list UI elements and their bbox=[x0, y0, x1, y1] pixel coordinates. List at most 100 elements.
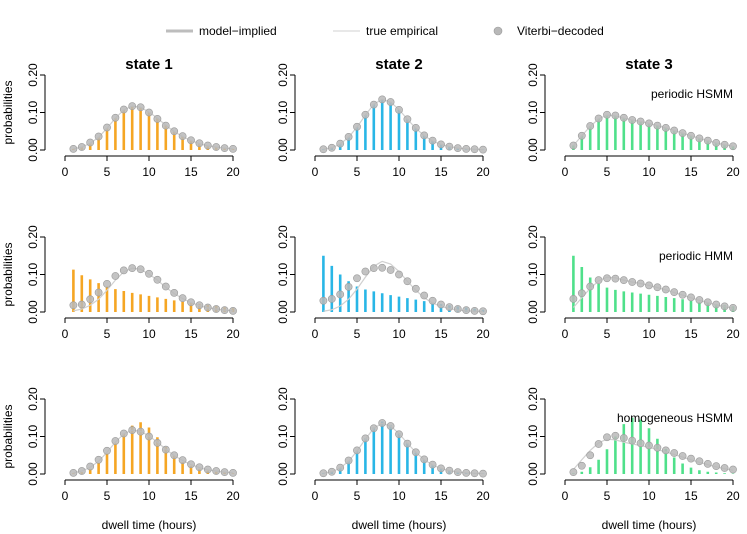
y-tick-label: 0.20 bbox=[276, 225, 290, 249]
viterbi-point bbox=[713, 463, 720, 470]
x-tick-label: 20 bbox=[226, 489, 240, 503]
viterbi-point bbox=[70, 469, 77, 476]
viterbi-point bbox=[221, 469, 228, 476]
viterbi-point bbox=[603, 434, 610, 441]
viterbi-point bbox=[704, 299, 711, 306]
viterbi-point bbox=[337, 291, 344, 298]
viterbi-point bbox=[463, 469, 470, 476]
viterbi-point bbox=[395, 106, 402, 113]
viterbi-point bbox=[78, 467, 85, 474]
viterbi-point bbox=[612, 275, 619, 282]
viterbi-point bbox=[345, 133, 352, 140]
panel-2-3: 0 5 10 15 20 0.00 0.10 0.20 periodic HMM bbox=[526, 225, 740, 341]
viterbi-point bbox=[454, 305, 461, 312]
viterbi-point bbox=[654, 122, 661, 129]
x-tick-label: 5 bbox=[104, 489, 111, 503]
x-tick-label: 5 bbox=[604, 327, 611, 341]
viterbi-point bbox=[187, 461, 194, 468]
viterbi-point bbox=[595, 440, 602, 447]
panel-2-2: 0 5 10 15 20 0.00 0.10 0.20 bbox=[276, 225, 490, 341]
x-tick-label: 10 bbox=[142, 489, 156, 503]
viterbi-point bbox=[637, 280, 644, 287]
viterbi-point bbox=[196, 464, 203, 471]
x-tick-label: 0 bbox=[562, 327, 569, 341]
x-tick-label: 20 bbox=[476, 165, 490, 179]
viterbi-point bbox=[229, 145, 236, 152]
y-axis-label: probabilities bbox=[1, 242, 15, 306]
y-tick-label: 0.00 bbox=[276, 300, 290, 324]
viterbi-point bbox=[328, 295, 335, 302]
y-tick-label: 0.20 bbox=[26, 225, 40, 249]
viterbi-point bbox=[120, 267, 127, 274]
y-tick-label: 0.10 bbox=[26, 100, 40, 124]
viterbi-point bbox=[362, 268, 369, 275]
panel-3-2: 0 5 10 15 20 0.00 0.10 0.20 dwell time (hours) bbox=[276, 387, 490, 532]
y-tick-label: 0.00 bbox=[26, 138, 40, 162]
viterbi-point bbox=[120, 430, 127, 437]
viterbi-point bbox=[129, 427, 136, 434]
viterbi-point bbox=[696, 135, 703, 142]
viterbi-point bbox=[320, 146, 327, 153]
y-tick-label: 0.00 bbox=[526, 300, 540, 324]
viterbi-point bbox=[620, 114, 627, 121]
viterbi-point bbox=[187, 299, 194, 306]
x-tick-label: 20 bbox=[226, 165, 240, 179]
viterbi-point bbox=[103, 280, 110, 287]
viterbi-point bbox=[179, 457, 186, 464]
viterbi-point bbox=[213, 305, 220, 312]
viterbi-point bbox=[629, 278, 636, 285]
row-label: periodic HMM bbox=[659, 249, 733, 263]
viterbi-point bbox=[729, 304, 736, 311]
viterbi-point bbox=[603, 111, 610, 118]
viterbi-point bbox=[471, 470, 478, 477]
viterbi-point bbox=[437, 465, 444, 472]
x-tick-label: 0 bbox=[312, 489, 319, 503]
viterbi-point bbox=[671, 449, 678, 456]
column-title: state 2 bbox=[375, 56, 423, 73]
viterbi-point bbox=[429, 461, 436, 468]
viterbi-point bbox=[713, 301, 720, 308]
legend-viterbi-label: Viterbi−decoded bbox=[517, 24, 604, 38]
x-tick-label: 5 bbox=[104, 165, 111, 179]
y-tick-label: 0.10 bbox=[26, 262, 40, 286]
x-axis-label: dwell time (hours) bbox=[102, 518, 197, 532]
viterbi-point bbox=[412, 449, 419, 456]
panel-1-1: 0 5 10 15 20 0.00 0.10 0.20 probabilities state 1 bbox=[1, 56, 240, 179]
viterbi-point bbox=[421, 132, 428, 139]
x-tick-label: 0 bbox=[562, 165, 569, 179]
x-tick-label: 20 bbox=[476, 489, 490, 503]
viterbi-point bbox=[379, 96, 386, 103]
viterbi-point bbox=[446, 467, 453, 474]
viterbi-point bbox=[145, 433, 152, 440]
viterbi-point bbox=[95, 133, 102, 140]
viterbi-point bbox=[629, 437, 636, 444]
viterbi-point bbox=[162, 446, 169, 453]
x-tick-label: 15 bbox=[184, 165, 198, 179]
viterbi-point bbox=[463, 145, 470, 152]
viterbi-point bbox=[370, 101, 377, 108]
viterbi-point bbox=[679, 452, 686, 459]
x-tick-label: 5 bbox=[104, 327, 111, 341]
viterbi-point bbox=[112, 114, 119, 121]
x-tick-label: 0 bbox=[62, 165, 69, 179]
x-tick-label: 5 bbox=[604, 165, 611, 179]
viterbi-point bbox=[328, 468, 335, 475]
viterbi-point bbox=[645, 442, 652, 449]
viterbi-point bbox=[570, 142, 577, 149]
viterbi-point bbox=[379, 264, 386, 271]
viterbi-point bbox=[179, 133, 186, 140]
x-tick-label: 0 bbox=[62, 327, 69, 341]
viterbi-point bbox=[645, 282, 652, 289]
x-tick-label: 0 bbox=[312, 165, 319, 179]
viterbi-point bbox=[429, 137, 436, 144]
viterbi-point bbox=[671, 289, 678, 296]
viterbi-point bbox=[154, 115, 161, 122]
panel-1-3: 0 5 10 15 20 0.00 0.10 0.20 state 3 periodic HSMM bbox=[526, 56, 740, 179]
viterbi-point bbox=[696, 458, 703, 465]
viterbi-point bbox=[171, 452, 178, 459]
viterbi-point bbox=[704, 460, 711, 467]
viterbi-point bbox=[353, 447, 360, 454]
viterbi-point bbox=[154, 439, 161, 446]
y-tick-label: 0.20 bbox=[526, 225, 540, 249]
